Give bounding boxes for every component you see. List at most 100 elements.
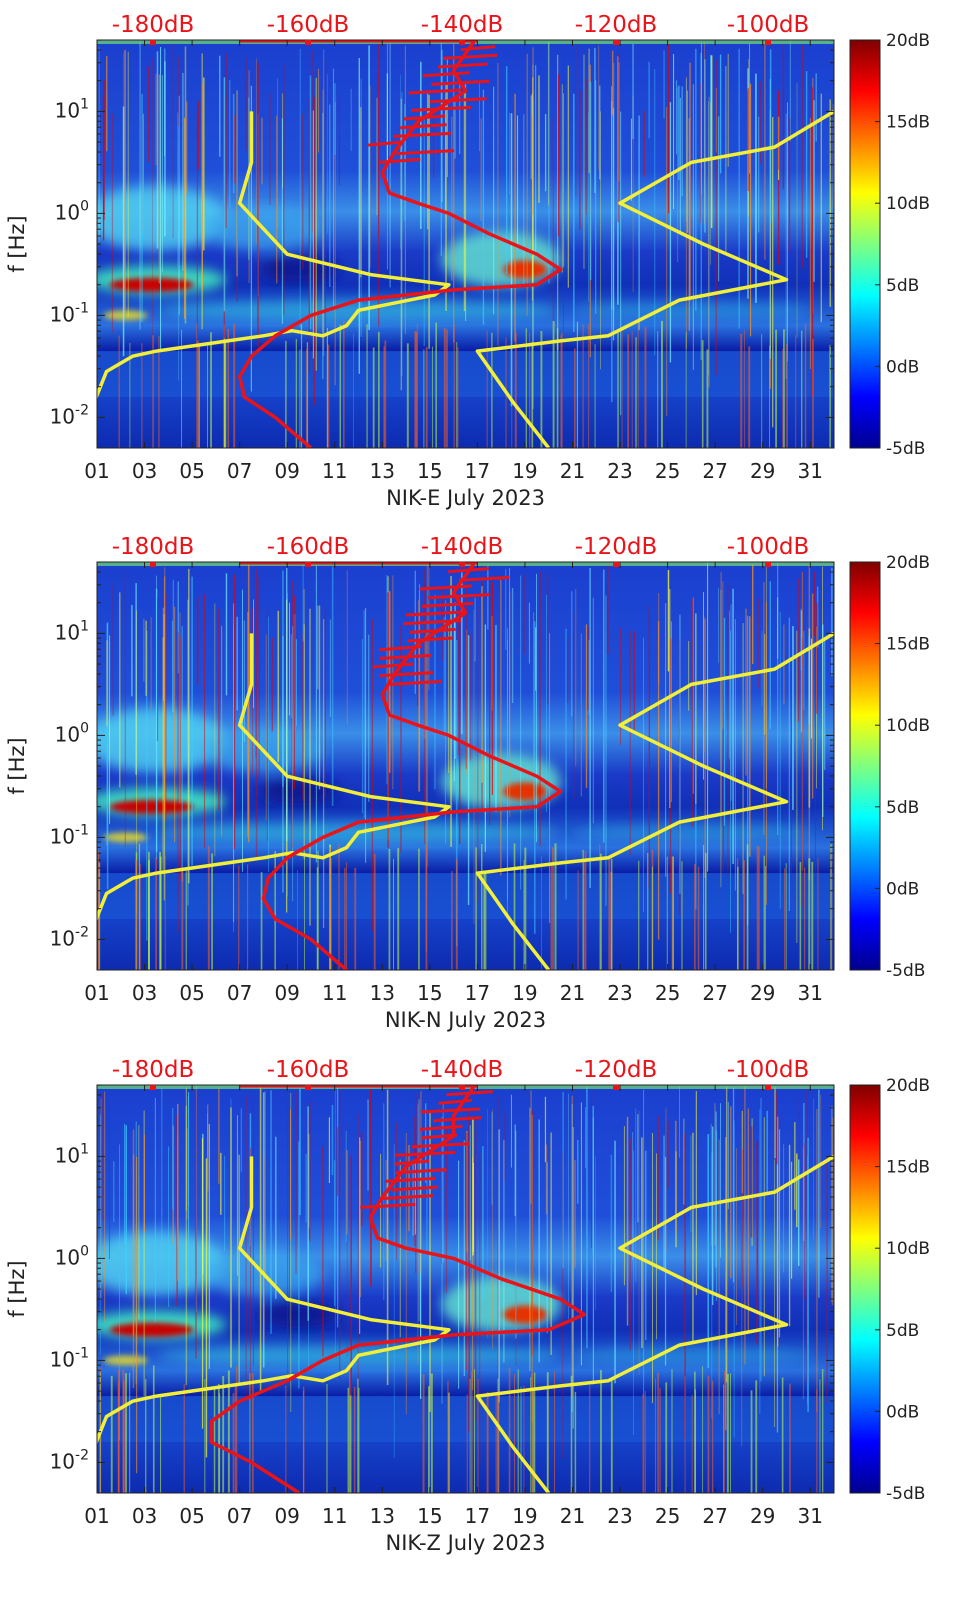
low-band xyxy=(97,351,834,397)
x-tick-label: 03 xyxy=(132,459,157,483)
top-db-label: -140dB xyxy=(421,1057,504,1083)
x-tick-label: 17 xyxy=(465,981,490,1005)
y-tick-label: 10-1 xyxy=(50,1345,89,1371)
top-db-tick xyxy=(150,562,156,567)
top-db-label: -160dB xyxy=(267,534,350,560)
top-db-tick xyxy=(613,1085,619,1090)
x-tick-label: 03 xyxy=(132,981,157,1005)
x-tick-label: 19 xyxy=(512,981,537,1005)
x-axis-label: NIK-E July 2023 xyxy=(386,486,545,510)
y-tick-label: 101 xyxy=(55,1141,89,1167)
pdf-percentile-curve-pdf-right xyxy=(475,631,834,970)
colorbar-label: 5dB xyxy=(886,1321,919,1341)
panel-3: 01 03 05 07 09 11 13 15 17 19 21 23 25 27 29 31 NIK-Z Ju… xyxy=(5,1057,930,1555)
top-db-label: -100dB xyxy=(727,1057,810,1083)
hot-spots xyxy=(103,1305,547,1366)
colorbar xyxy=(849,561,881,971)
hot-spots xyxy=(103,260,547,321)
x-tick-label: 19 xyxy=(512,459,537,483)
pdf-percentile-curve-pdf-right xyxy=(475,1154,834,1493)
colorbar-label: 10dB xyxy=(886,194,930,214)
x-tick-label: 01 xyxy=(84,1504,109,1528)
colorbar-label: 15dB xyxy=(886,113,930,133)
x-tick-label: 09 xyxy=(274,1504,299,1528)
top-db-label: -100dB xyxy=(727,12,810,38)
x-tick-label: 23 xyxy=(607,1504,632,1528)
x-tick-label: 11 xyxy=(322,981,347,1005)
plot-area xyxy=(97,1085,834,1493)
y-tick-label: 10-1 xyxy=(50,822,89,848)
plot-area xyxy=(97,562,834,970)
panel-2: 01 03 05 07 09 11 13 15 17 19 21 23 25 27 29 31 NIK-N Ju… xyxy=(5,534,930,1032)
x-tick-label: 11 xyxy=(322,1504,347,1528)
top-db-tick xyxy=(150,40,156,45)
x-tick-label: 23 xyxy=(607,981,632,1005)
x-tick-label: 05 xyxy=(179,981,204,1005)
colorbar-label: 20dB xyxy=(886,1076,930,1096)
x-tick-label: 29 xyxy=(750,1504,775,1528)
top-db-label: -180dB xyxy=(112,12,195,38)
x-tick-label: 17 xyxy=(465,1504,490,1528)
panel-1: 01 03 05 07 09 11 13 15 17 19 21 23 25 27 29 31 NIK-E Ju… xyxy=(5,12,930,510)
y-axis-label: f [Hz] xyxy=(5,215,29,272)
top-db-tick xyxy=(305,562,311,567)
colorbar-label: -5dB xyxy=(886,961,925,981)
x-tick-label: 07 xyxy=(227,1504,252,1528)
top-db-tick xyxy=(765,1085,771,1090)
x-tick-label: 21 xyxy=(560,459,585,483)
colorbar-label: -5dB xyxy=(886,1484,925,1504)
colorbar-label: 15dB xyxy=(886,1158,930,1178)
top-db-tick xyxy=(765,40,771,45)
x-tick-label: 07 xyxy=(227,459,252,483)
y-tick-label: 10-2 xyxy=(50,1447,89,1473)
y-tick-label: 10-2 xyxy=(50,402,89,428)
x-tick-label: 25 xyxy=(655,1504,680,1528)
pdf-percentile-curve-pdf xyxy=(97,633,451,922)
top-db-tick xyxy=(613,562,619,567)
x-tick-label: 21 xyxy=(560,1504,585,1528)
noise-curve-top-jitter xyxy=(239,40,498,164)
colorbar-label: -5dB xyxy=(886,439,925,459)
top-db-tick xyxy=(150,1085,156,1090)
colorbar xyxy=(849,39,881,449)
x-tick-label: 31 xyxy=(797,981,822,1005)
x-tick-label: 19 xyxy=(512,1504,537,1528)
noise-curve-top-jitter xyxy=(239,562,510,686)
x-tick-label: 27 xyxy=(702,981,727,1005)
top-db-label: -180dB xyxy=(112,1057,195,1083)
x-tick-label: 27 xyxy=(702,459,727,483)
x-tick-label: 25 xyxy=(655,459,680,483)
colorbar-label: 20dB xyxy=(886,553,930,573)
y-tick-label: 10-2 xyxy=(50,924,89,950)
colorbar-label: 0dB xyxy=(886,357,919,377)
y-tick-label: 101 xyxy=(55,96,89,122)
top-db-tick xyxy=(765,562,771,567)
top-db-tick xyxy=(459,1085,465,1090)
y-axis-label: f [Hz] xyxy=(5,737,29,794)
top-db-label: -100dB xyxy=(727,534,810,560)
transient-streaks xyxy=(97,562,833,970)
x-tick-label: 13 xyxy=(370,459,395,483)
y-axis-label: f [Hz] xyxy=(5,1260,29,1317)
noise-model-curve xyxy=(261,562,563,970)
x-tick-label: 13 xyxy=(370,1504,395,1528)
top-db-label: -160dB xyxy=(267,12,350,38)
top-db-tick xyxy=(459,40,465,45)
x-tick-label: 31 xyxy=(797,1504,822,1528)
pdf-percentile-curve-pdf xyxy=(97,111,451,400)
y-tick-label: 100 xyxy=(55,198,89,224)
x-tick-label: 09 xyxy=(274,459,299,483)
x-tick-label: 03 xyxy=(132,1504,157,1528)
x-tick-label: 05 xyxy=(179,1504,204,1528)
x-tick-label: 15 xyxy=(417,459,442,483)
top-db-label: -160dB xyxy=(267,1057,350,1083)
noise-curve-top-jitter xyxy=(239,1085,493,1209)
y-tick-label: 100 xyxy=(55,720,89,746)
colorbar-label: 20dB xyxy=(886,31,930,51)
x-tick-label: 15 xyxy=(417,1504,442,1528)
x-tick-label: 11 xyxy=(322,459,347,483)
colorbar-label: 15dB xyxy=(886,635,930,655)
top-db-tick xyxy=(305,40,311,45)
hot-spots xyxy=(103,782,547,843)
